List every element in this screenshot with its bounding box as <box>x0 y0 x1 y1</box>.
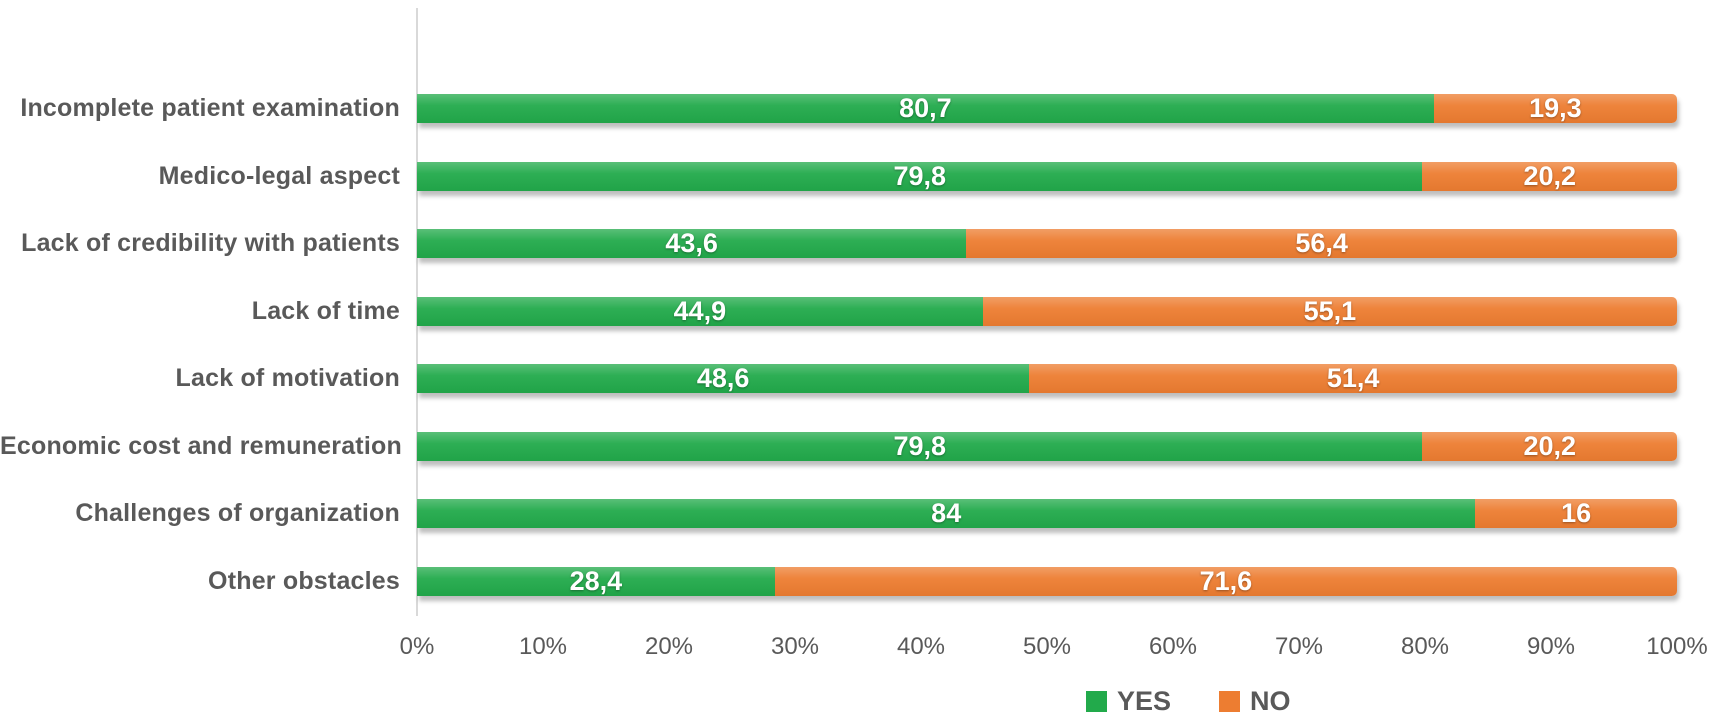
x-axis-tick-label: 10% <box>518 633 568 660</box>
no-value-label: 19,3 <box>1529 94 1582 124</box>
yes-bar-segment: 80,7 <box>417 94 1434 124</box>
yes-value-label: 79,8 <box>893 431 947 461</box>
category-label: Medico-legal aspect <box>158 161 400 190</box>
no-value-label: 51,4 <box>1326 364 1380 394</box>
yes-bar-segment: 84 <box>417 499 1476 529</box>
no-bar-segment: 19,3 <box>1433 94 1677 124</box>
bar-track: 84 16 <box>417 499 1677 529</box>
yes-bar-segment: 43,6 <box>417 229 967 259</box>
category-label: Challenges of organization <box>75 499 400 528</box>
x-axis-tick-label: 80% <box>1400 633 1450 660</box>
x-axis-tick-label: 40% <box>896 633 946 660</box>
x-axis-tick-label: 70% <box>1274 633 1324 660</box>
bar-track: 79,8 20,2 <box>417 431 1677 461</box>
bar-row: Lack of motivation 48,6 51,4 <box>0 345 1713 413</box>
yes-value-label: 44,9 <box>673 296 727 326</box>
yes-value-label: 84 <box>931 499 962 529</box>
yes-bar-segment: 28,4 <box>417 566 775 596</box>
legend: YES NO <box>1086 686 1291 717</box>
x-axis-tick-label: 60% <box>1148 633 1198 660</box>
no-bar-segment: 51,4 <box>1029 364 1677 394</box>
yes-value-label: 80,7 <box>899 94 952 124</box>
bar-row: Economic cost and remuneration 79,8 20,2 <box>0 413 1713 481</box>
bar-row: Lack of time 44,9 55,1 <box>0 278 1713 346</box>
yes-value-label: 43,6 <box>665 229 718 259</box>
category-label: Economic cost and remuneration <box>0 431 402 460</box>
no-bar-segment: 71,6 <box>774 566 1677 596</box>
bar-track: 80,7 19,3 <box>417 94 1677 124</box>
category-label: Lack of time <box>251 296 400 325</box>
category-label: Lack of motivation <box>175 364 400 393</box>
bar-row: Lack of credibility with patients 43,6 56,… <box>0 210 1713 278</box>
category-label: Other obstacles <box>208 566 400 595</box>
legend-item-yes: YES <box>1086 686 1171 717</box>
no-bar-segment: 20,2 <box>1422 161 1677 191</box>
x-axis-tick-label: 100% <box>1646 633 1708 660</box>
yes-bar-segment: 48,6 <box>417 364 1030 394</box>
x-axis-tick-label: 0% <box>399 633 435 660</box>
yes-value-label: 79,8 <box>893 161 947 191</box>
legend-label-yes: YES <box>1117 686 1172 716</box>
x-axis-tick-label: 20% <box>644 633 694 660</box>
no-bar-segment: 16 <box>1475 499 1677 529</box>
category-label: Incomplete patient examination <box>20 94 400 123</box>
yes-value-label: 28,4 <box>569 566 623 596</box>
yes-bar-segment: 44,9 <box>417 296 983 326</box>
x-axis-tick-label: 90% <box>1526 633 1576 660</box>
bar-row: Other obstacles 28,4 71,6 <box>0 548 1713 616</box>
yes-bar-segment: 79,8 <box>417 431 1423 461</box>
category-label: Lack of credibility with patients <box>21 229 400 258</box>
bar-track: 44,9 55,1 <box>417 296 1677 326</box>
bar-track: 28,4 71,6 <box>417 566 1677 596</box>
no-value-label: 56,4 <box>1295 229 1348 259</box>
legend-label-no: NO <box>1250 686 1291 716</box>
legend-swatch-no <box>1219 691 1241 712</box>
legend-item-no: NO <box>1219 686 1291 717</box>
yes-value-label: 48,6 <box>696 364 750 394</box>
no-bar-segment: 20,2 <box>1422 431 1677 461</box>
bar-row: Challenges of organization 84 16 <box>0 480 1713 548</box>
no-value-label: 20,2 <box>1523 431 1576 461</box>
no-bar-segment: 55,1 <box>982 296 1677 326</box>
x-axis-tick-label: 50% <box>1022 633 1072 660</box>
bar-rows: Incomplete patient examination 80,7 19,3 Me… <box>0 75 1713 615</box>
x-axis-tick-label: 30% <box>770 633 820 660</box>
bar-track: 43,6 56,4 <box>417 229 1677 259</box>
bar-row: Incomplete patient examination 80,7 19,3 <box>0 75 1713 143</box>
no-value-label: 55,1 <box>1303 296 1357 326</box>
bar-track: 79,8 20,2 <box>417 161 1677 191</box>
no-value-label: 20,2 <box>1523 161 1576 191</box>
bar-row: Medico-legal aspect 79,8 20,2 <box>0 143 1713 211</box>
bar-track: 48,6 51,4 <box>417 364 1677 394</box>
no-bar-segment: 56,4 <box>966 229 1677 259</box>
x-axis-tick-labels: 0% 10% 20% 30% 40% 50% 60% 70% 80% 90% 100% <box>0 633 1713 661</box>
legend-swatch-yes <box>1086 691 1107 712</box>
no-value-label: 71,6 <box>1199 566 1253 596</box>
yes-bar-segment: 79,8 <box>417 161 1423 191</box>
no-value-label: 16 <box>1561 499 1592 529</box>
